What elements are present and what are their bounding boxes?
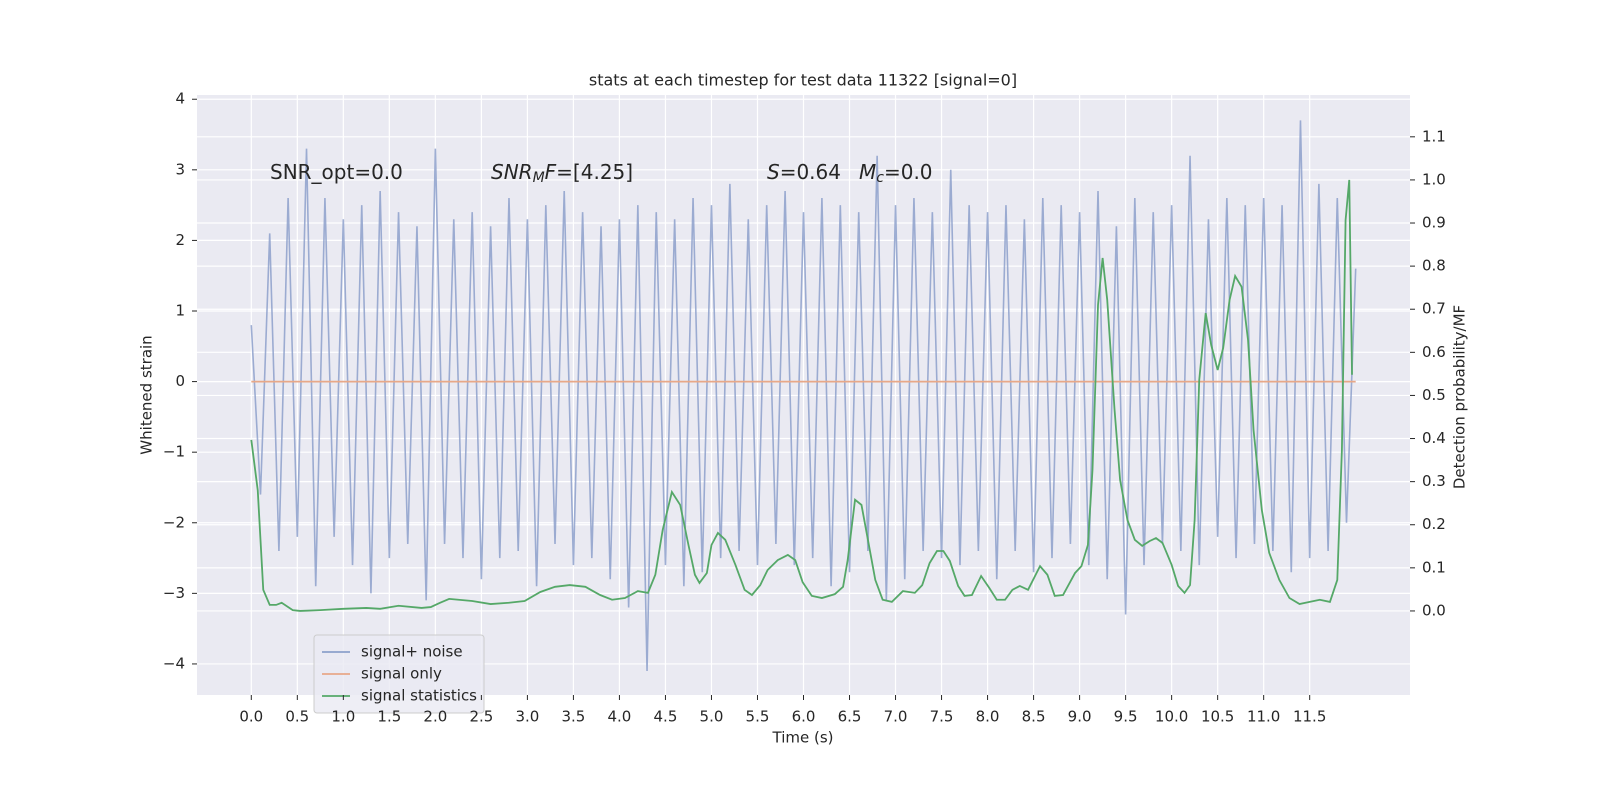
- series-line: [250, 120, 1357, 672]
- x-tick-label: 0.0: [239, 708, 263, 726]
- annotation: SNR_opt=0.0: [270, 160, 403, 184]
- x-tick-label: 1.5: [377, 708, 401, 726]
- y2-axis-label: Detection probability/MF: [1451, 305, 1469, 489]
- y2-tick-label: 0.9: [1422, 214, 1446, 232]
- y-tick-label: 1: [175, 302, 185, 320]
- x-tick-label: 3.5: [561, 708, 585, 726]
- y2-tick-label: 0.4: [1422, 429, 1446, 447]
- y2-tick-label: 0.7: [1422, 300, 1446, 318]
- y-tick-label: 2: [175, 231, 185, 249]
- y2-tick-label: 0.2: [1422, 515, 1446, 533]
- x-tick-label: 3.0: [515, 708, 539, 726]
- y2-tick-label: 0.3: [1422, 472, 1446, 490]
- x-tick-label: 4.5: [654, 708, 678, 726]
- legend-label: signal+ noise: [361, 643, 463, 661]
- annotation-subscript: M: [533, 170, 545, 186]
- x-tick-label: 8.5: [1022, 708, 1046, 726]
- y-tick-label: 3: [175, 160, 185, 178]
- x-tick-label: 6.5: [838, 708, 862, 726]
- x-tick-label: 11.0: [1247, 708, 1280, 726]
- x-tick-label: 5.0: [700, 708, 724, 726]
- y-tick-label: −3: [163, 584, 185, 602]
- x-tick-label: 2.0: [423, 708, 447, 726]
- y-tick-label: 0: [175, 372, 185, 390]
- legend-label: signal only: [361, 665, 442, 683]
- x-tick-label: 11.5: [1293, 708, 1326, 726]
- y2-tick-label: 0.0: [1422, 601, 1446, 619]
- x-axis-label: Time (s): [772, 729, 834, 747]
- y2-tick-label: 0.1: [1422, 558, 1446, 576]
- legend: signal+ noise signal only signal statistic…: [313, 634, 485, 714]
- chart-title: stats at each timestep for test data 113…: [589, 71, 1017, 90]
- y2-tick-label: 1.1: [1422, 127, 1446, 145]
- x-tick-label: 9.5: [1114, 708, 1138, 726]
- annotation-subscript: c: [876, 170, 884, 186]
- annotation-text: =0.0: [884, 160, 933, 184]
- annotation-text: F: [545, 160, 557, 184]
- x-tick-label: 1.0: [331, 708, 355, 726]
- annotation-text: =0.64: [780, 160, 841, 184]
- series-line: [250, 179, 1353, 612]
- y-tick-label: 4: [175, 90, 185, 108]
- x-tick-label: 8.0: [976, 708, 1000, 726]
- y2-tick-label: 0.6: [1422, 343, 1446, 361]
- y2-tick-label: 1.0: [1422, 170, 1446, 188]
- annotation-text: SNR_opt=0.0: [270, 160, 403, 184]
- y-axis-label: Whitened strain: [138, 335, 156, 454]
- x-tick-label: 4.0: [608, 708, 632, 726]
- y2-tick-label: 0.8: [1422, 257, 1446, 275]
- annotation-text: SNR: [491, 160, 533, 184]
- annotation-text: =[4.25]: [556, 160, 633, 184]
- y-tick-label: −1: [163, 443, 185, 461]
- annotation-text: M: [859, 160, 876, 184]
- y-tick-label: −4: [163, 654, 185, 672]
- x-tick-label: 6.0: [792, 708, 816, 726]
- annotation: S=0.64: [767, 160, 841, 184]
- annotation: Mc=0.0: [859, 160, 933, 187]
- x-tick-label: 7.0: [884, 708, 908, 726]
- annotation-text: S: [767, 160, 780, 184]
- y2-tick-label: 0.5: [1422, 386, 1446, 404]
- x-tick-label: 5.5: [746, 708, 770, 726]
- x-tick-label: 0.5: [285, 708, 309, 726]
- x-tick-label: 10.5: [1201, 708, 1234, 726]
- legend-label: signal statistics: [361, 687, 477, 705]
- x-tick-label: 7.5: [930, 708, 954, 726]
- marks: [250, 120, 1357, 672]
- x-tick-label: 10.0: [1155, 708, 1188, 726]
- legend-frame: [313, 634, 485, 714]
- annotation: SNRMF=[4.25]: [491, 160, 633, 187]
- x-tick-label: 9.0: [1068, 708, 1092, 726]
- x-tick-label: 2.5: [469, 708, 493, 726]
- y-tick-label: −2: [163, 513, 185, 531]
